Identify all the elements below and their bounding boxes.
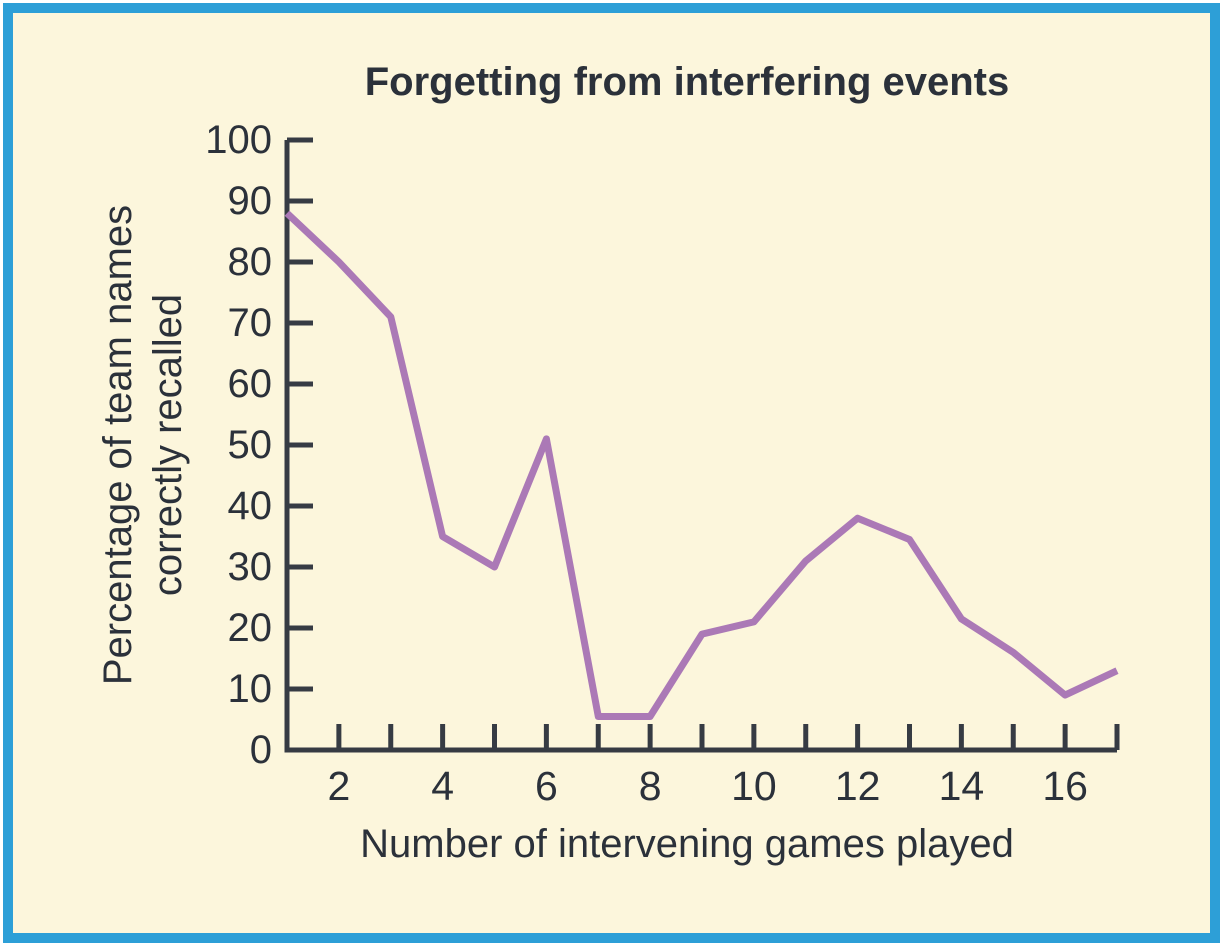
x-tick-label: 12 <box>835 763 881 809</box>
y-tick-label: 100 <box>205 118 272 162</box>
x-tick-label: 16 <box>1042 763 1088 809</box>
y-tick-labels: 0 10 20 30 40 50 60 70 80 90 100 <box>205 118 272 772</box>
y-tick-label: 70 <box>228 301 273 345</box>
y-tick-label: 30 <box>228 545 273 589</box>
x-tick-label: 4 <box>431 763 454 809</box>
x-tick-label: 8 <box>639 763 662 809</box>
y-tick-label: 40 <box>228 484 273 528</box>
axis-ticks <box>287 137 1120 753</box>
x-tick-label: 2 <box>327 763 350 809</box>
data-line <box>284 210 1119 720</box>
axes <box>284 140 1117 753</box>
figure-frame <box>3 3 1220 943</box>
y-tick-label: 0 <box>250 728 272 772</box>
chart-title: Forgetting from interfering events <box>364 60 1010 104</box>
y-tick-label: 50 <box>228 423 273 467</box>
y-tick-label: 10 <box>228 667 273 711</box>
x-tick-label: 14 <box>939 763 985 809</box>
x-tick-label: 10 <box>731 763 777 809</box>
x-tick-label: 6 <box>535 763 558 809</box>
y-tick-label: 20 <box>228 606 273 650</box>
y-tick-label: 60 <box>228 362 273 406</box>
x-tick-labels: 2 4 6 8 10 12 14 16 <box>327 763 1087 809</box>
y-tick-label: 90 <box>228 179 273 223</box>
x-axis-label: Number of intervening games played <box>360 822 1014 866</box>
y-tick-label: 80 <box>228 240 273 284</box>
